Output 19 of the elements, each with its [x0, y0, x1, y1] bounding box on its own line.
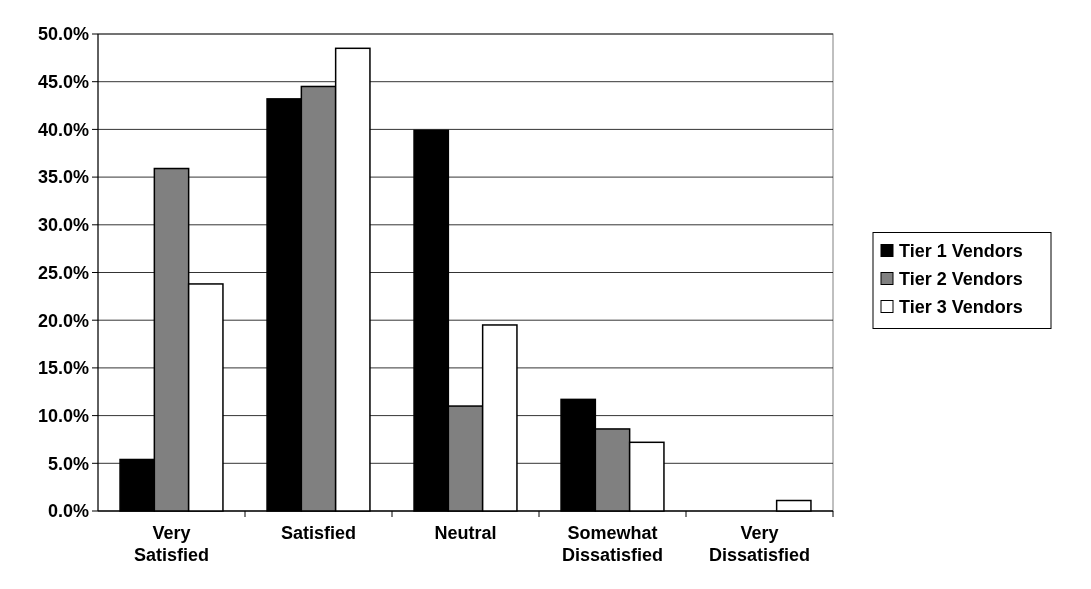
legend-label: Tier 1 Vendors — [899, 240, 1023, 261]
x-tick-label: Very Satisfied — [133, 523, 210, 565]
x-tick-label: Somewhat Dissatisfied — [561, 523, 664, 565]
x-tick-label: Very Dissatisfied — [708, 523, 811, 565]
y-tick-label: 15.0% — [37, 358, 89, 379]
y-tick-label: 30.0% — [37, 215, 89, 236]
y-tick-label: 10.0% — [37, 405, 89, 426]
x-tick-label: Satisfied — [280, 523, 357, 543]
y-tick-label: 35.0% — [37, 167, 89, 188]
y-tick-label: 40.0% — [37, 119, 89, 140]
y-tick-label: 50.0% — [37, 24, 89, 45]
y-tick-label: 25.0% — [37, 262, 89, 283]
y-tick-label: 45.0% — [37, 72, 89, 92]
legend-label: Tier 2 Vendors — [899, 268, 1023, 289]
legend-label: Tier 3 Vendors — [899, 296, 1023, 317]
x-tick-label: Neutral — [434, 523, 497, 543]
y-tick-label: 0.0% — [47, 501, 89, 522]
y-tick-label: 20.0% — [37, 310, 89, 331]
y-tick-label: 5.0% — [47, 453, 89, 474]
